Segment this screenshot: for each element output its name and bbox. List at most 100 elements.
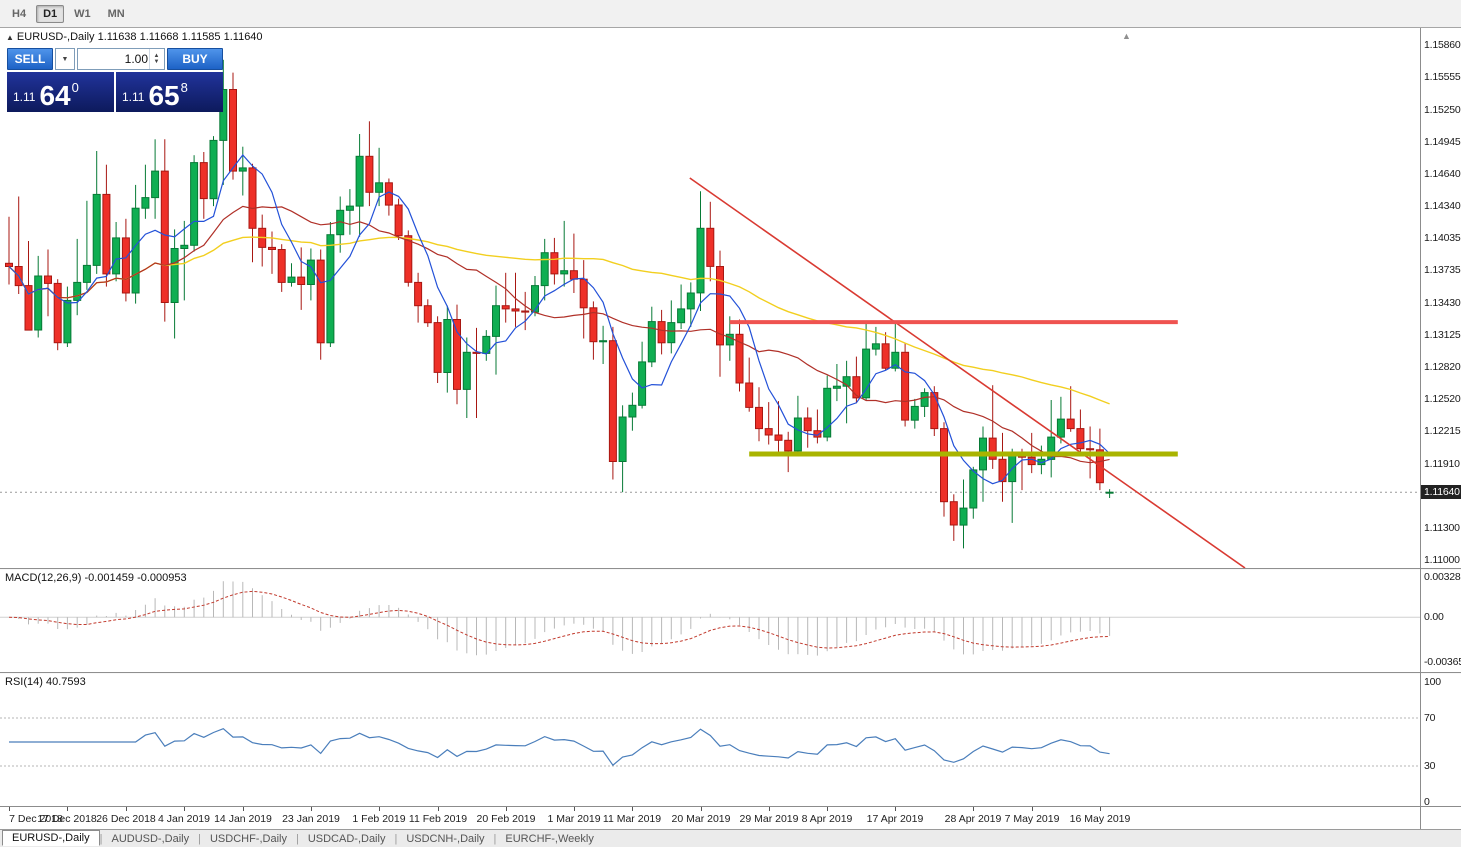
rsi-axis-label: 100 [1424, 676, 1441, 688]
candle [618, 416, 627, 462]
chart-tab-audusd-[interactable]: AUDUSD-,Daily [111, 832, 190, 845]
candle [501, 305, 510, 310]
pane-divider[interactable] [0, 672, 1461, 674]
stepper-up-icon[interactable]: ▲ [153, 53, 160, 59]
current-price-badge: 1.11640 [1421, 485, 1461, 499]
time-axis-tick [184, 807, 185, 811]
time-axis-label: 4 Jan 2019 [158, 813, 210, 825]
candle [219, 89, 228, 141]
candle [365, 155, 374, 193]
timeframe-button-mn[interactable]: MN [107, 7, 125, 20]
time-axis[interactable]: 7 Dec 2018 17 Dec 2018 26 Dec 2018 4 Jan 20… [0, 806, 1461, 829]
chart-tab-usdcad-[interactable]: USDCAD-,Daily [307, 832, 386, 845]
candle [131, 207, 140, 294]
macd-signal-line [8, 590, 1110, 649]
candle [550, 252, 559, 275]
candle [102, 193, 111, 275]
descending-trendline[interactable] [689, 177, 1246, 568]
candle [511, 308, 520, 312]
timeframe-button-d1[interactable]: D1 [36, 4, 65, 23]
candle [667, 322, 676, 344]
candle [82, 264, 91, 283]
stepper-down-icon[interactable]: ▼ [153, 59, 160, 65]
candle [930, 392, 939, 430]
candle [901, 351, 910, 421]
candle [326, 234, 335, 344]
timeframe-button-h4[interactable]: H4 [12, 7, 27, 20]
volume-dropdown-button[interactable]: ▼ [55, 48, 75, 70]
chart-tab-usdchf-[interactable]: USDCHF-,Daily [209, 832, 287, 845]
candle [170, 248, 179, 303]
candle [560, 270, 569, 275]
chart-tab-eurusd-[interactable]: EURUSD-,Daily [2, 829, 100, 846]
candle [1056, 418, 1065, 438]
timeframe-button-w1[interactable]: W1 [74, 7, 91, 20]
main-chart-plot[interactable] [0, 28, 1420, 568]
buy-button[interactable]: BUY [167, 48, 223, 70]
chart-title-text: EURUSD-,Daily 1.11638 1.11668 1.11585 1.… [16, 31, 263, 43]
sell-price-display[interactable]: 1.11 64 0 [7, 72, 114, 112]
candle [803, 417, 812, 432]
price-axis-label: 1.13735 [1424, 264, 1461, 276]
candle [141, 197, 150, 209]
pane-divider[interactable] [0, 568, 1461, 570]
candle [1105, 491, 1114, 494]
chart-tab-eurchf-[interactable]: EURCHF-,Weekly [505, 832, 594, 845]
candle [229, 89, 237, 172]
time-axis-label: 23 Jan 2019 [282, 813, 340, 825]
candle [433, 322, 442, 373]
time-axis-label: 7 May 2019 [1004, 813, 1060, 825]
time-axis-tick [243, 807, 244, 811]
tab-separator: | [295, 832, 299, 845]
candle [540, 252, 549, 287]
time-axis-label: 1 Mar 2019 [547, 813, 601, 825]
price-axis-label: 1.13430 [1424, 297, 1461, 309]
one-click-trading-panel: SELL ▼ 1.00 ▲ ▼ BUY 1.11 64 0 1.11 65 8 [7, 48, 223, 112]
chart-tab-usdcnh-[interactable]: USDCNH-,Daily [406, 832, 485, 845]
time-axis-label: 28 Apr 2019 [944, 813, 1002, 825]
candle [735, 333, 744, 384]
candle [121, 237, 130, 294]
sell-price-pip-digit: 0 [71, 80, 79, 95]
macd-plot[interactable] [0, 570, 1420, 672]
sell-price-big-digits: 64 [39, 80, 71, 112]
candle [589, 307, 598, 343]
price-axis[interactable]: 1.15860 1.15555 1.15250 1.14945 1.14640 1.143… [1420, 28, 1461, 829]
time-axis-tick [895, 807, 896, 811]
candle [151, 170, 160, 199]
candle [569, 270, 578, 280]
candle [686, 292, 695, 310]
candle [677, 308, 686, 324]
buy-price-pip-digit: 8 [180, 80, 188, 95]
price-axis-label: 1.12215 [1424, 425, 1461, 437]
price-axis-label: 1.12520 [1424, 393, 1461, 405]
chart-tab-bar: EURUSD-,Daily | AUDUSD-,Daily | USDCHF-,Dail… [0, 829, 1461, 847]
candle [716, 266, 724, 346]
price-axis-label: 1.14945 [1424, 136, 1461, 148]
candle [764, 428, 773, 436]
candle [423, 305, 432, 324]
volume-stepper[interactable]: ▲ ▼ [149, 49, 163, 69]
time-axis-tick [438, 807, 439, 811]
time-axis-label: 7 Dec 2018 [9, 813, 63, 825]
macd-label: MACD(12,26,9) -0.001459 -0.000953 [5, 572, 187, 584]
candle [404, 235, 413, 283]
buy-price-display[interactable]: 1.11 65 8 [116, 72, 223, 112]
volume-input[interactable]: 1.00 ▲ ▼ [77, 48, 165, 70]
chart-shift-marker-icon[interactable]: ▲ [1122, 31, 1131, 41]
time-axis-tick [67, 807, 68, 811]
one-click-toggle-icon[interactable]: ▲ [6, 33, 14, 42]
candle [599, 340, 608, 343]
candle [813, 430, 822, 438]
price-axis-label: 1.14035 [1424, 232, 1461, 244]
price-axis-label: 1.13125 [1424, 329, 1461, 341]
tab-separator: | [493, 832, 497, 845]
chart-title: ▲ EURUSD-,Daily 1.11638 1.11668 1.11585 1… [6, 31, 263, 43]
rsi-line [9, 728, 1110, 767]
rsi-plot[interactable] [0, 674, 1420, 806]
time-axis-label: 8 Apr 2019 [801, 813, 853, 825]
candle [190, 162, 199, 246]
sell-button[interactable]: SELL [7, 48, 53, 70]
price-axis-label: 1.11300 [1424, 522, 1460, 534]
candle [248, 167, 257, 229]
